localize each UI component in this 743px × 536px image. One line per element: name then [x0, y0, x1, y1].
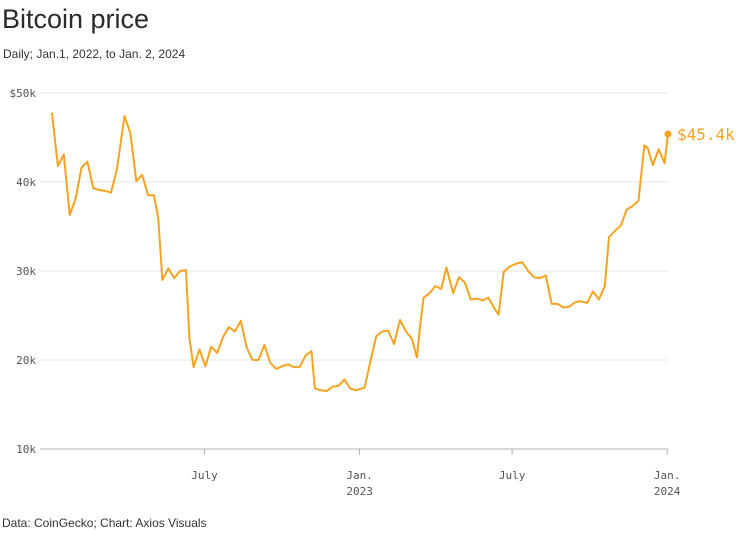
source-note: Data: CoinGecko; Chart: Axios Visuals — [2, 516, 207, 530]
x-tick-label: Jan. — [654, 469, 681, 482]
y-axis-ticks: $50k 40k 30k 20k 10k — [10, 87, 37, 456]
grid-lines — [40, 92, 668, 450]
y-tick-label: 30k — [16, 265, 36, 278]
price-series-line — [51, 112, 669, 393]
chart-subtitle: Daily; Jan.1, 2022, to Jan. 2, 2024 — [3, 47, 186, 61]
x-axis-ticks: July Jan. 2023 July Jan. 2024 — [191, 449, 681, 498]
y-tick-label: 20k — [16, 354, 36, 367]
x-tick-year-label: 2024 — [654, 485, 681, 498]
y-tick-label: 40k — [16, 176, 36, 189]
x-tick-label: July — [191, 469, 218, 482]
y-tick-label: 10k — [16, 443, 36, 456]
y-tick-label: $50k — [10, 87, 37, 100]
x-tick-year-label: 2023 — [346, 485, 373, 498]
x-tick-label: Jan. — [346, 469, 373, 482]
chart-title: Bitcoin price — [2, 4, 150, 34]
end-point-marker — [664, 130, 672, 138]
end-value-label: $45.4k — [677, 125, 735, 144]
x-tick-label: July — [499, 469, 526, 482]
